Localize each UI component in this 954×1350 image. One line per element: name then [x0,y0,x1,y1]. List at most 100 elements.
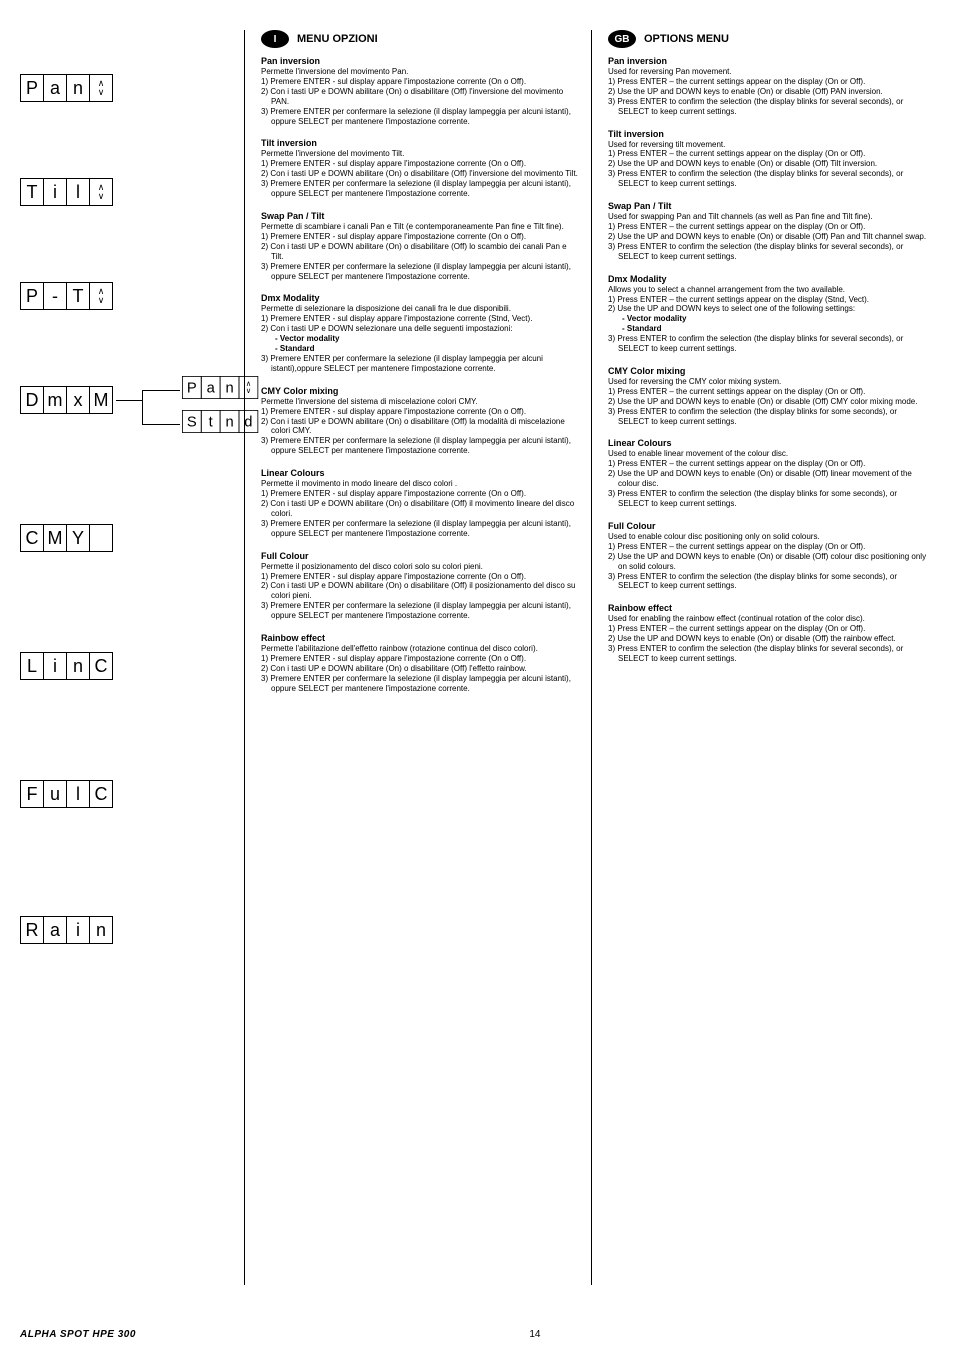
section-intro: Permette l'abilitazione dell'effetto rai… [261,644,581,654]
text-section: Swap Pan / TiltUsed for swapping Pan and… [608,201,928,262]
section-intro: Permette l'inversione del movimento Tilt… [261,149,581,159]
section-list: 1) Premere ENTER - sul display appare l'… [261,159,581,199]
lcd-cell: P [20,282,44,310]
lcd-row-stnd-sub: S t n d [182,410,258,433]
list-item: 3) Premere ENTER per confermare la selez… [261,674,581,694]
text-columns: I MENU OPZIONI Pan inversionPermette l'i… [251,30,934,1285]
section-intro: Used for reversing tilt movement. [608,140,928,150]
list-item: 2) Use the UP and DOWN keys to enable (O… [608,552,928,572]
text-section: Linear ColoursPermette il movimento in m… [261,468,581,538]
section-title: Dmx Modality [608,274,928,284]
lcd-cell: x [66,386,90,414]
list-item: 3) Premere ENTER per confermare la selez… [261,519,581,539]
text-section: Linear ColoursUsed to enable linear move… [608,438,928,508]
lcd-cell: n [66,74,90,102]
list-item: 1) Premere ENTER - sul display appare l'… [261,314,581,324]
page-footer: ALPHA SPOT HPE 300 14 [20,1329,934,1340]
lcd-cell: - [43,282,67,310]
english-column: GB OPTIONS MENU Pan inversionUsed for re… [598,30,934,1285]
lang-badge-it: I [261,30,289,48]
lcd-row-pan: P a n ∧∨ [20,74,236,102]
list-item: 1) Premere ENTER - sul display appare l'… [261,159,581,169]
lcd-cell: a [43,916,67,944]
section-list: 1) Premere ENTER - sul display appare l'… [261,77,581,127]
list-item: 3) Press ENTER to confirm the selection … [608,97,928,117]
list-item: 1) Press ENTER – the current settings ap… [608,295,928,305]
lcd-row-pan-sub: P a n ∧∨ [182,376,258,399]
lcd-cell: F [20,780,44,808]
text-section: Full ColourPermette il posizionamento de… [261,551,581,621]
section-intro: Permette il posizionamento del disco col… [261,562,581,572]
list-item: 3) Press ENTER to confirm the selection … [608,334,928,354]
lcd-row-cmy: C M Y [20,524,236,552]
text-section: Swap Pan / TiltPermette di scambiare i c… [261,211,581,281]
lcd-cell: l [66,780,90,808]
header-row: I MENU OPZIONI [261,30,581,48]
lcd-cell: n [89,916,113,944]
text-section: Rainbow effectUsed for enabling the rain… [608,603,928,664]
section-title: Pan inversion [608,56,928,66]
text-section: Tilt inversionUsed for reversing tilt mo… [608,129,928,190]
lcd-cell: t [201,410,221,433]
section-list: 1) Premere ENTER - sul display appare l'… [261,407,581,457]
list-item: 3) Press ENTER to confirm the selection … [608,489,928,509]
lcd-cell: i [43,178,67,206]
text-section: Pan inversionPermette l'inversione del m… [261,56,581,126]
section-list: 1) Press ENTER – the current settings ap… [608,542,928,592]
page-grid: P a n ∧∨ T i l ∧∨ P - T ∧∨ D m x M [20,30,934,1285]
list-item: 2) Con i tasti UP e DOWN abilitare (On) … [261,581,581,601]
section-list: 1) Press ENTER – the current settings ap… [608,222,928,262]
lcd-cell: l [66,178,90,206]
sub-option: - Standard [608,324,928,334]
section-list: 3) Premere ENTER per confermare la selez… [261,354,581,374]
section-intro: Permette l'inversione del sistema di mis… [261,397,581,407]
lcd-row-swap: P - T ∧∨ [20,282,236,310]
text-section: Dmx ModalityAllows you to select a chann… [608,274,928,354]
text-section: Dmx ModalityPermette di selezionare la d… [261,293,581,373]
section-list: 1) Press ENTER – the current settings ap… [608,624,928,664]
lcd-cell: D [20,386,44,414]
lcd-cell: T [66,282,90,310]
lcd-row-tilt: T i l ∧∨ [20,178,236,206]
section-title: Rainbow effect [261,633,581,643]
list-item: 3) Press ENTER to confirm the selection … [608,644,928,664]
text-section: CMY Color mixingUsed for reversing the C… [608,366,928,427]
section-list: 1) Press ENTER – the current settings ap… [608,77,928,117]
list-item: 1) Premere ENTER - sul display appare l'… [261,489,581,499]
list-item: 3) Premere ENTER per confermare la selez… [261,354,581,374]
text-section: CMY Color mixingPermette l'inversione de… [261,386,581,456]
section-intro: Permette di selezionare la disposizione … [261,304,581,314]
text-section: Rainbow effectPermette l'abilitazione de… [261,633,581,694]
section-title: Tilt inversion [608,129,928,139]
header-title: MENU OPZIONI [297,33,378,45]
section-title: Dmx Modality [261,293,581,303]
footer-page-number: 14 [529,1329,540,1340]
header-title: OPTIONS MENU [644,33,729,45]
section-list: 3) Press ENTER to confirm the selection … [608,334,928,354]
list-item: 2) Con i tasti UP e DOWN selezionare una… [261,324,581,334]
list-item: 2) Con i tasti UP e DOWN abilitare (On) … [261,87,581,107]
list-item: 1) Premere ENTER - sul display appare l'… [261,77,581,87]
list-item: 1) Press ENTER – the current settings ap… [608,387,928,397]
section-list: 1) Premere ENTER - sul display appare l'… [261,314,581,334]
section-list: 1) Premere ENTER - sul display appare l'… [261,489,581,539]
section-title: Rainbow effect [608,603,928,613]
lcd-cell: C [89,780,113,808]
lcd-cell: m [43,386,67,414]
lcd-cell: R [20,916,44,944]
section-title: Swap Pan / Tilt [608,201,928,211]
list-item: 2) Con i tasti UP e DOWN abilitare (On) … [261,169,581,179]
lcd-row-linc: L i n C [20,652,236,680]
list-item: 2) Use the UP and DOWN keys to enable (O… [608,469,928,489]
section-intro: Permette di scambiare i canali Pan e Til… [261,222,581,232]
list-item: 2) Con i tasti UP e DOWN abilitare (On) … [261,417,581,437]
section-intro: Used for swapping Pan and Tilt channels … [608,212,928,222]
footer-product-name: ALPHA SPOT HPE 300 [20,1329,136,1340]
lcd-cell: M [43,524,67,552]
lcd-cell: a [201,376,221,399]
list-item: 2) Use the UP and DOWN keys to enable (O… [608,634,928,644]
section-title: Tilt inversion [261,138,581,148]
list-item: 2) Use the UP and DOWN keys to select on… [608,304,928,314]
list-item: 2) Use the UP and DOWN keys to enable (O… [608,159,928,169]
italian-column: I MENU OPZIONI Pan inversionPermette l'i… [251,30,592,1285]
